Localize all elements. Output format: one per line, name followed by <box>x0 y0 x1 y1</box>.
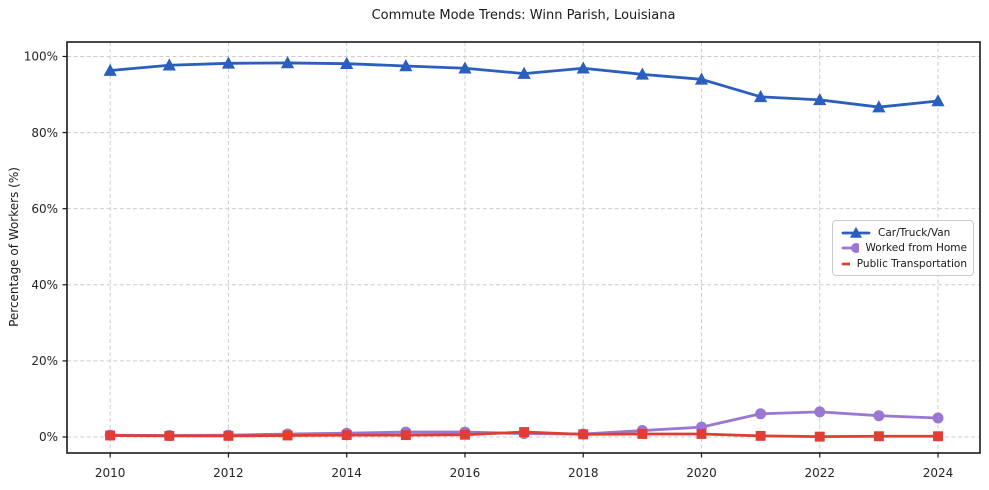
data-point-marker <box>755 408 767 420</box>
data-point-marker <box>162 58 176 71</box>
y-tick-label: 40% <box>31 278 58 292</box>
data-point-marker <box>400 430 411 441</box>
x-axis-ticks: 2010 2012 2014 2016 2018 2020 2022 2024 <box>95 453 953 480</box>
legend-label: Public Transportation <box>856 257 967 270</box>
data-point-marker <box>223 430 234 441</box>
data-point-marker <box>872 100 886 113</box>
legend-marker-square-icon <box>841 262 850 265</box>
y-tick-label: 100% <box>24 50 58 64</box>
legend-marker-circle-icon <box>841 243 859 253</box>
series-car-truck-van <box>103 56 945 113</box>
data-point-marker <box>932 412 944 424</box>
data-point-marker <box>164 430 175 441</box>
data-point-marker <box>813 93 827 106</box>
data-point-marker <box>873 431 884 442</box>
data-point-marker <box>280 56 295 69</box>
y-tick-label: 20% <box>31 354 58 368</box>
x-tick-label: 2012 <box>213 466 244 480</box>
data-point-marker <box>694 72 709 85</box>
plot-border <box>66 41 981 454</box>
y-axis-ticks: 0% 20% 40% 60% 80% 100% <box>24 50 67 444</box>
data-point-marker <box>519 427 530 438</box>
series-public-transportation <box>105 427 943 442</box>
data-point-marker <box>933 431 943 442</box>
y-tick-label: 60% <box>31 202 58 216</box>
legend-item-worked-from-home: Worked from Home <box>841 241 967 255</box>
data-point-marker <box>814 431 825 442</box>
x-tick-label: 2018 <box>568 466 599 480</box>
x-tick-label: 2020 <box>686 466 717 480</box>
y-tick-label: 80% <box>31 126 58 140</box>
data-point-marker <box>578 429 589 440</box>
legend-label: Car/Truck/Van <box>878 226 951 239</box>
chart-title: Commute Mode Trends: Winn Parish, Louisi… <box>371 8 676 23</box>
data-point-marker <box>576 61 590 74</box>
data-point-marker <box>635 67 649 80</box>
data-point-marker <box>458 61 472 74</box>
data-point-marker <box>851 243 859 253</box>
data-point-marker <box>814 406 826 418</box>
legend-item-car-truck-van: Car/Truck/Van <box>841 226 967 240</box>
y-tick-label: 0% <box>39 430 58 444</box>
data-point-marker <box>399 59 413 72</box>
data-point-marker <box>341 430 352 441</box>
data-point-marker <box>931 94 945 107</box>
x-tick-label: 2016 <box>450 466 481 480</box>
x-tick-label: 2014 <box>331 466 362 480</box>
data-point-marker <box>850 226 862 238</box>
data-point-marker <box>637 429 648 439</box>
data-point-marker <box>460 429 470 440</box>
x-tick-label: 2010 <box>95 466 126 480</box>
data-point-marker <box>755 430 766 441</box>
data-point-marker <box>754 89 768 103</box>
data-point-marker <box>282 430 293 441</box>
data-point-marker <box>221 56 236 69</box>
data-point-marker <box>340 56 354 69</box>
x-tick-label: 2024 <box>923 466 954 480</box>
data-point-marker <box>103 63 117 76</box>
gridlines <box>67 42 980 453</box>
x-tick-label: 2022 <box>804 466 835 480</box>
data-point-marker <box>105 430 116 441</box>
data-point-marker <box>517 66 531 79</box>
data-point-marker <box>873 410 885 422</box>
legend-label: Worked from Home <box>865 242 967 254</box>
legend-marker-triangle-icon <box>841 226 871 238</box>
legend-item-public-transportation: Public Transportation <box>841 257 967 271</box>
data-point-marker <box>696 429 707 439</box>
legend: Car/Truck/Van Worked from Home Public Tran… <box>832 220 974 276</box>
